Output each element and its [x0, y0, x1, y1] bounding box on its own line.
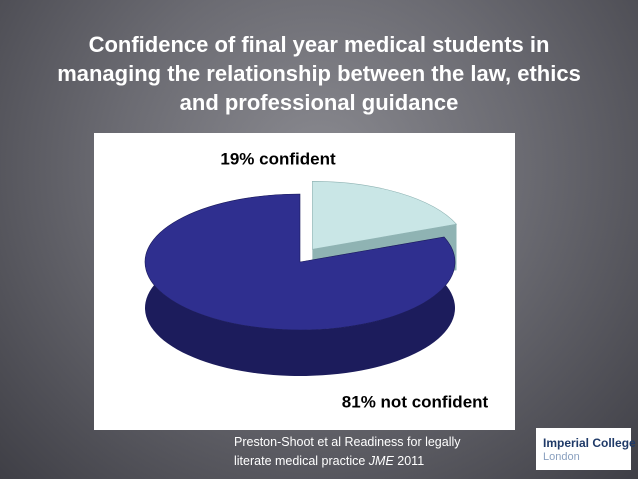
logo-text: Imperial College	[543, 436, 636, 450]
chart-title: Confidence of final year medical student…	[57, 32, 581, 115]
citation-journal: JME	[368, 454, 394, 468]
citation-text: literate medical practice	[234, 454, 366, 468]
citation-line: Preston-Shoot et al Readiness for legall…	[234, 435, 461, 449]
slice-top	[144, 193, 456, 331]
slice-top	[312, 180, 458, 250]
data-label: 19% confident	[220, 149, 336, 168]
citation-year: 2011	[397, 454, 425, 468]
citation: Preston-Shoot et al Readiness for legall…	[234, 433, 461, 471]
pie-slice	[144, 193, 456, 377]
citation-line: literate medical practice JME 2011	[234, 452, 461, 471]
logo-text: London	[543, 451, 580, 463]
data-label: 81% not confident	[342, 392, 489, 411]
logo: Imperial College London	[536, 428, 636, 470]
